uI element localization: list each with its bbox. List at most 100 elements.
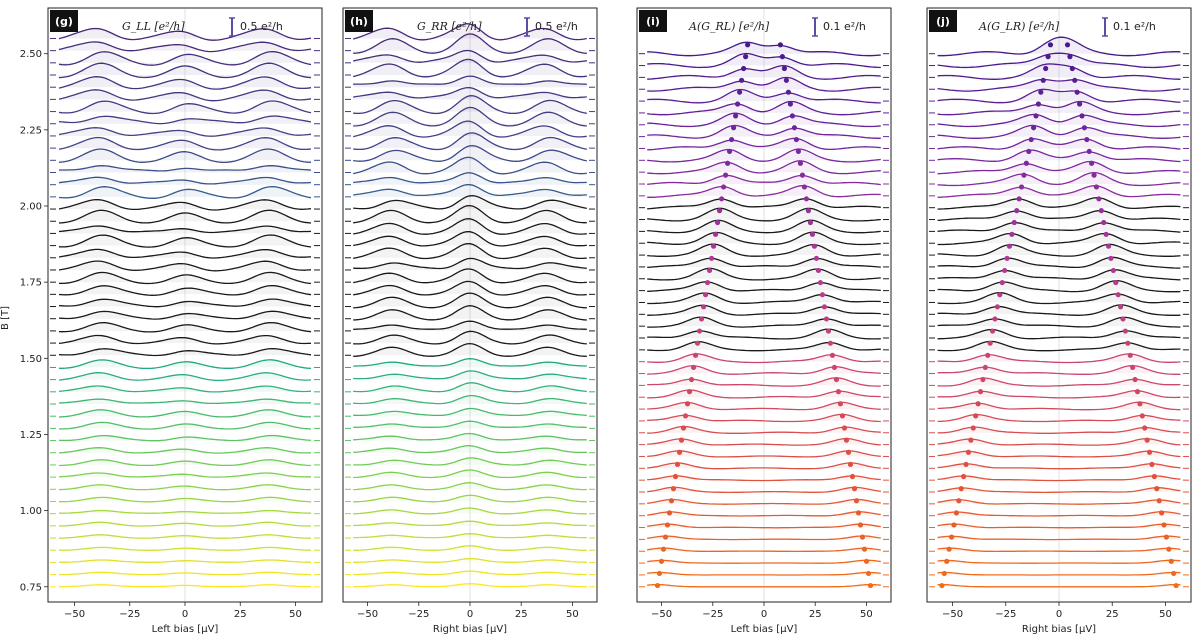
peak-marker-right [1118, 304, 1124, 310]
trace-line [937, 426, 1181, 434]
trace-line [937, 316, 1181, 328]
trace-line [58, 472, 311, 478]
x-tick-label: −25 [408, 609, 429, 620]
trace-line [937, 149, 1181, 163]
x-tick-label: 25 [234, 609, 247, 620]
trace-line [647, 365, 881, 375]
trace-line [647, 377, 881, 387]
trace-fill [59, 459, 311, 466]
trace-line [353, 280, 587, 296]
trace-line [59, 496, 312, 503]
trace-line [58, 136, 312, 151]
peak-marker-left [692, 352, 699, 358]
panel-tag-box [929, 10, 957, 32]
scale-bar-label: 0.1 e²/h [1113, 20, 1156, 33]
x-tick-label: −25 [119, 609, 140, 620]
trace-line [937, 450, 1181, 458]
trace-line [353, 370, 587, 380]
peak-marker-right [779, 54, 785, 60]
trace-line [353, 243, 587, 260]
trace-line [647, 160, 881, 175]
x-axis-label: Left bias [μV] [152, 624, 219, 635]
peak-marker-right [843, 437, 850, 443]
peak-marker-left [660, 546, 667, 552]
trace-fill [353, 508, 587, 514]
trace-line [937, 571, 1181, 576]
trace-line [937, 438, 1181, 446]
trace-fill [647, 377, 881, 387]
peak-marker-right [1130, 364, 1136, 371]
trace-line [353, 407, 587, 417]
trace-fill [59, 422, 311, 430]
trace-line [647, 88, 881, 104]
peak-marker-left [968, 437, 974, 443]
trace-group [50, 27, 320, 588]
trace-fill [353, 231, 587, 246]
peak-marker-left [680, 425, 687, 431]
trace-fill [59, 89, 311, 101]
trace-line [58, 284, 312, 296]
peak-marker-right [1161, 522, 1167, 528]
trace-line [647, 341, 881, 352]
peak-marker-left [944, 558, 950, 564]
peak-marker-left [716, 208, 723, 214]
trace-fill [937, 222, 1181, 233]
trace-fill [59, 149, 311, 163]
peak-marker-right [1089, 160, 1095, 166]
trace-line [353, 358, 587, 367]
panel-title: A(G_LR) [e²/h] [978, 20, 1060, 33]
peak-marker-left [999, 279, 1005, 286]
peak-marker-left [977, 389, 984, 395]
trace-fill [647, 208, 881, 221]
trace-line [58, 334, 312, 345]
peak-marker-left [718, 196, 725, 202]
peak-marker-right [1142, 425, 1148, 431]
trace-fill [353, 495, 587, 502]
peak-marker-right [1079, 113, 1085, 119]
trace-line [59, 359, 312, 370]
peak-marker-right [851, 486, 858, 492]
peak-marker-left [743, 54, 749, 60]
peak-marker-right [811, 243, 818, 249]
peak-marker-right [801, 184, 808, 190]
peak-marker-left [696, 328, 703, 334]
peak-marker-left [1035, 101, 1042, 107]
peak-marker-right [835, 389, 842, 395]
trace-line [58, 89, 312, 102]
x-axis-label: Left bias [μV] [731, 624, 798, 635]
trace-fill [59, 63, 311, 78]
trace-line [647, 198, 881, 210]
trace-fill [353, 132, 587, 150]
trace-line [647, 219, 881, 234]
trace-line [647, 112, 881, 128]
trace-fill [647, 365, 881, 375]
scale-bar-label: 0.5 e²/h [535, 20, 578, 33]
peak-marker-right [833, 376, 840, 383]
trace-line [353, 106, 587, 127]
trace-line [58, 127, 312, 137]
peak-marker-right [1072, 77, 1078, 83]
trace-line [58, 348, 312, 357]
trace-line [353, 218, 587, 235]
peak-marker-right [1074, 89, 1080, 95]
trace-line [58, 62, 312, 79]
trace-fill [647, 42, 881, 56]
peak-marker-right [817, 279, 824, 286]
peak-marker-left [963, 461, 969, 467]
trace-fill [353, 95, 587, 114]
trace-line [647, 41, 881, 57]
trace-line [353, 144, 587, 162]
trace-line [937, 36, 1181, 57]
trace-line [353, 58, 587, 78]
peak-marker-right [1108, 255, 1114, 261]
y-tick-label: 2.00 [20, 202, 42, 213]
trace-line [59, 271, 312, 285]
peak-marker-right [1098, 208, 1104, 214]
peak-marker-left [1028, 136, 1034, 143]
trace-line [353, 494, 587, 503]
peak-marker-left [684, 401, 691, 407]
peak-marker-left [987, 340, 993, 346]
y-tick-label: 1.75 [20, 278, 42, 289]
peak-marker-left [664, 522, 671, 528]
